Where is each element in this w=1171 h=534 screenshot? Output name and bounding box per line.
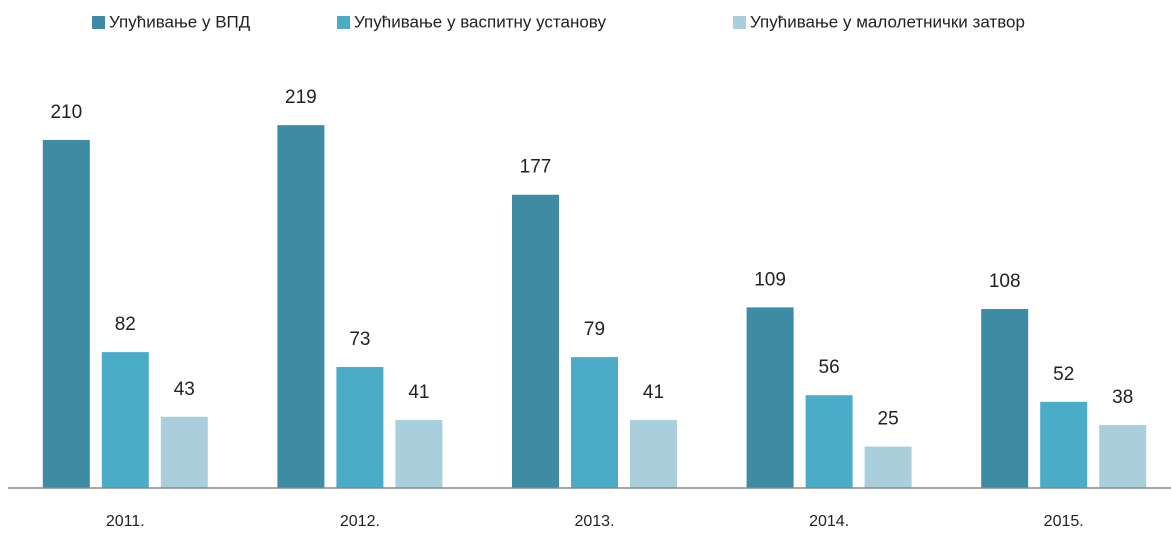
bar (42, 140, 90, 488)
x-tick-label: 2012. (340, 513, 380, 530)
legend-swatch (733, 16, 746, 29)
x-tick-label: 2013. (574, 513, 614, 530)
value-label: 219 (285, 87, 317, 108)
value-label: 108 (989, 271, 1021, 292)
x-tick-label: 2015. (1044, 513, 1084, 530)
value-label: 79 (584, 319, 605, 340)
legend-swatch (337, 16, 350, 29)
bar (746, 307, 794, 488)
x-tick-label: 2011. (106, 513, 145, 530)
bar (571, 357, 618, 488)
bar (395, 420, 443, 488)
value-label: 25 (878, 409, 899, 430)
legend-label: Упућивање у васпитну установу (354, 12, 606, 31)
x-tick-label: 2014. (809, 513, 849, 530)
value-label: 41 (643, 382, 664, 403)
value-label: 73 (349, 329, 370, 350)
bar (160, 416, 208, 488)
value-label: 210 (50, 102, 82, 123)
bar (336, 367, 384, 488)
value-label: 41 (408, 382, 429, 403)
bar (277, 125, 325, 488)
value-label: 82 (115, 314, 136, 335)
value-label: 52 (1053, 364, 1074, 385)
legend-swatch (92, 16, 105, 29)
bar (1099, 425, 1147, 488)
legend-label: Упућивање у ВПД (109, 12, 251, 31)
bar (805, 395, 853, 488)
legend-label: Упућивање у малолетнички затвор (750, 12, 1025, 31)
bar (864, 446, 912, 488)
value-label: 109 (754, 269, 786, 290)
bar (981, 309, 1029, 488)
bar (1040, 401, 1088, 488)
value-label: 56 (819, 357, 840, 378)
value-label: 43 (174, 379, 195, 400)
value-label: 38 (1112, 387, 1133, 408)
bar (630, 420, 677, 488)
value-label: 177 (520, 157, 552, 178)
bar (101, 352, 149, 488)
bar (512, 194, 559, 488)
